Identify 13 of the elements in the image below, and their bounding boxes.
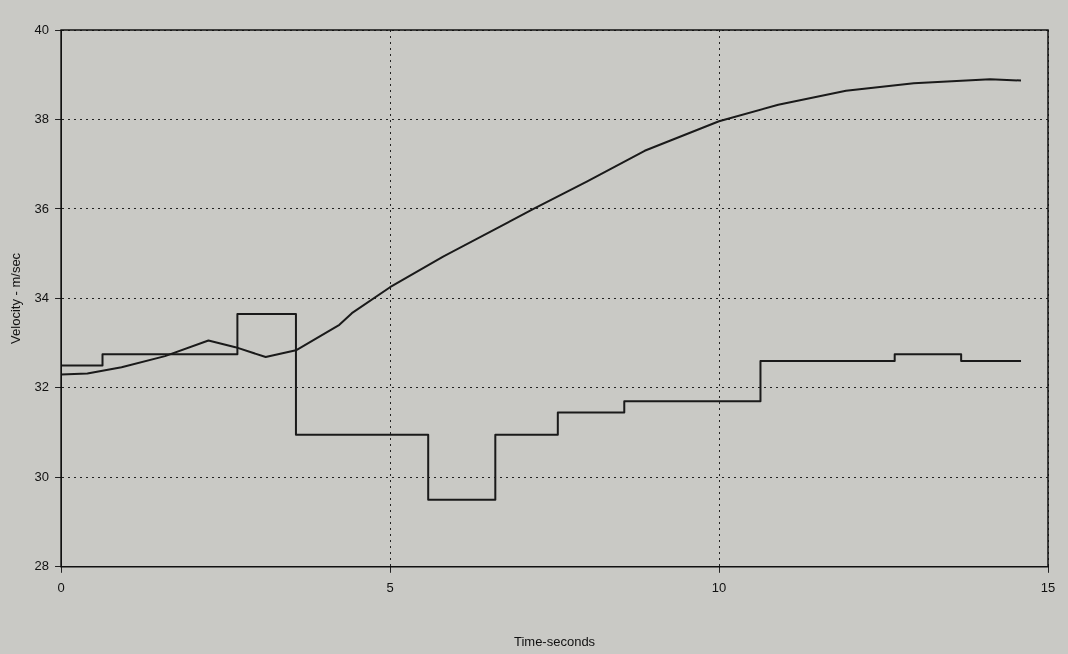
y-tick-label: 38 bbox=[34, 111, 50, 127]
x-tick-label: 10 bbox=[711, 580, 727, 596]
x-tick-label: 5 bbox=[386, 580, 394, 596]
x-tick-label: 15 bbox=[1040, 580, 1056, 596]
y-tick-label: 30 bbox=[34, 468, 50, 484]
y-tick-label: 36 bbox=[34, 200, 50, 216]
y-tick-label: 40 bbox=[34, 21, 50, 37]
y-axis-title: Velocity - m/sec bbox=[8, 252, 24, 344]
x-axis-title: Time-seconds bbox=[513, 633, 596, 649]
y-tick-label: 34 bbox=[34, 289, 50, 305]
y-tick-label: 32 bbox=[34, 379, 50, 395]
x-tick-label: 0 bbox=[57, 580, 65, 596]
y-tick-label: 28 bbox=[34, 558, 50, 574]
